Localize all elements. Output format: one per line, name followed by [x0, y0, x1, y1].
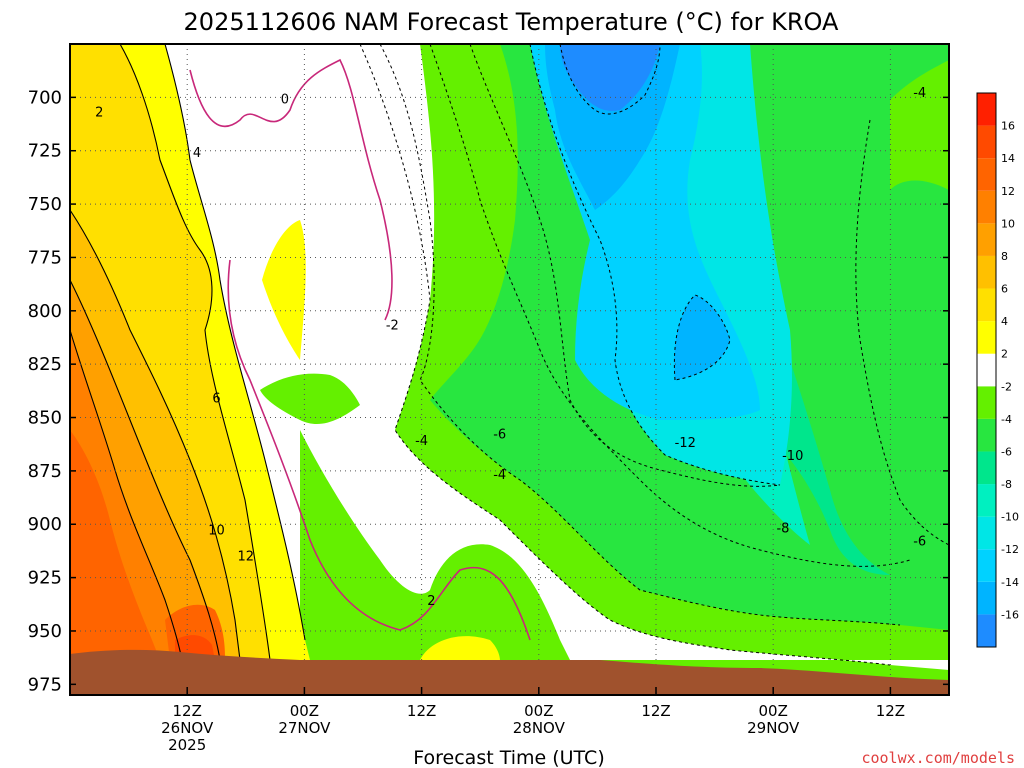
x-tick-label: 28NOV — [513, 719, 566, 737]
y-tick-label: 700 — [28, 87, 62, 108]
y-tick-label: 900 — [28, 514, 62, 535]
x-tick-label: 29NOV — [747, 719, 800, 737]
band-minus14 — [545, 44, 730, 380]
colorbar-swatch — [977, 451, 996, 485]
y-tick-label: 875 — [28, 461, 62, 482]
colorbar-tick-label: 2 — [1001, 348, 1008, 361]
contour-label: -2 — [386, 319, 399, 334]
contour-label: -6 — [493, 428, 506, 443]
y-tick-label: 750 — [28, 194, 62, 215]
colorbar-tick-label: -12 — [1001, 543, 1019, 556]
colorbar-swatch — [977, 125, 996, 159]
x-axis-label: Forecast Time (UTC) — [413, 747, 604, 768]
colorbar-swatch — [977, 386, 996, 419]
colorbar-swatch — [977, 255, 996, 289]
colorbar-swatch — [977, 418, 996, 452]
band-minus16 — [560, 44, 660, 111]
x-tick-label: 12Z — [876, 702, 905, 720]
colorbar-tick-label: 8 — [1001, 250, 1008, 263]
band-12-to-14 — [70, 430, 225, 660]
colorbar-swatch — [977, 288, 996, 322]
credit-link[interactable]: coolwx.com/models — [861, 749, 1015, 767]
y-tick-label: 950 — [28, 621, 62, 642]
colorbar-tick-label: -6 — [1001, 445, 1012, 458]
colorbar-tick-label: -2 — [1001, 380, 1012, 393]
colorbar-swatch — [977, 223, 996, 256]
y-tick-label: 775 — [28, 247, 62, 268]
terrain-ground — [70, 649, 949, 695]
y-tick-label: 925 — [28, 568, 62, 589]
contours-zero — [189, 58, 531, 641]
y-axis: 700 725 750 775 800 825 850 875 900 925 950 975 — [28, 87, 949, 695]
plot-fill — [70, 44, 949, 695]
colorbar-tick-label: 10 — [1001, 217, 1015, 230]
colorbar-swatch — [977, 93, 996, 126]
contour-label: -12 — [675, 436, 696, 451]
contours-warm — [70, 44, 306, 661]
colorbar-swatch — [977, 190, 996, 224]
colorbar-tick-label: 4 — [1001, 315, 1008, 328]
contour-label: 2 — [427, 594, 435, 609]
x-tick-label: 12Z — [173, 702, 202, 720]
x-tick-label: 2025 — [168, 736, 206, 754]
colorbar-frame — [976, 92, 997, 648]
gridlines — [70, 44, 949, 695]
colorbar: -16 -14 -12 -10 -8 -6 -4 -2 2 4 6 8 10 12 14 16 — [976, 92, 1019, 648]
contour-label: -4 — [913, 86, 926, 101]
contour-label: 6 — [212, 391, 220, 406]
x-tick-label: 00Z — [759, 702, 788, 720]
x-tick-label: 00Z — [524, 702, 553, 720]
colorbar-swatch — [977, 581, 996, 615]
colorbar-tick-label: 6 — [1001, 283, 1008, 296]
colorbar-tick-label: 14 — [1001, 152, 1015, 165]
y-tick-label: 800 — [28, 301, 62, 322]
colorbar-tick-label: -16 — [1001, 608, 1019, 621]
y-tick-label: 825 — [28, 354, 62, 375]
y-tick-label: 850 — [28, 408, 62, 429]
x-tick-label: 00Z — [290, 702, 319, 720]
colorbar-swatch — [977, 516, 996, 550]
contour-label: -8 — [776, 522, 789, 537]
contour-label: 10 — [208, 524, 225, 539]
contour-label: 12 — [238, 549, 255, 564]
colorbar-tick-label: 16 — [1001, 120, 1015, 133]
colorbar-tick-label: 12 — [1001, 185, 1015, 198]
colorbar-tick-label: -10 — [1001, 511, 1019, 524]
colorbar-swatch — [977, 158, 996, 191]
x-tick-label: 27NOV — [278, 719, 331, 737]
contour-label: 4 — [193, 146, 201, 161]
plot-frame — [69, 43, 950, 696]
colorbar-swatch — [977, 353, 996, 387]
y-tick-label: 725 — [28, 141, 62, 162]
colorbar-swatch — [977, 484, 996, 517]
contour-label: 2 — [95, 105, 103, 120]
contour-label: -10 — [782, 449, 803, 464]
y-tick-label: 975 — [28, 674, 62, 695]
colorbar-tick-label: -14 — [1001, 576, 1019, 589]
colorbar-swatch — [977, 614, 996, 647]
colorbar-swatch — [977, 549, 996, 582]
contour-label: -6 — [913, 534, 926, 549]
colorbar-tick-label: -4 — [1001, 413, 1012, 426]
colorbar-tick-label: -8 — [1001, 478, 1012, 491]
colorbar-swatch — [977, 321, 996, 354]
contour-labels: 2 0 4 6 10 12 -2 -4 -6 -4 2 -12 -10 -8 -6 -4 — [95, 86, 926, 609]
chart-title: 2025112606 NAM Forecast Temperature (°C)… — [184, 8, 839, 36]
x-tick-label: 12Z — [407, 702, 436, 720]
x-tick-label: 12Z — [641, 702, 670, 720]
contour-label: -4 — [493, 468, 506, 483]
contours-cold — [359, 44, 949, 666]
contour-label: -4 — [415, 434, 428, 449]
x-tick-label: 26NOV — [161, 719, 214, 737]
contour-label: 0 — [281, 92, 289, 107]
